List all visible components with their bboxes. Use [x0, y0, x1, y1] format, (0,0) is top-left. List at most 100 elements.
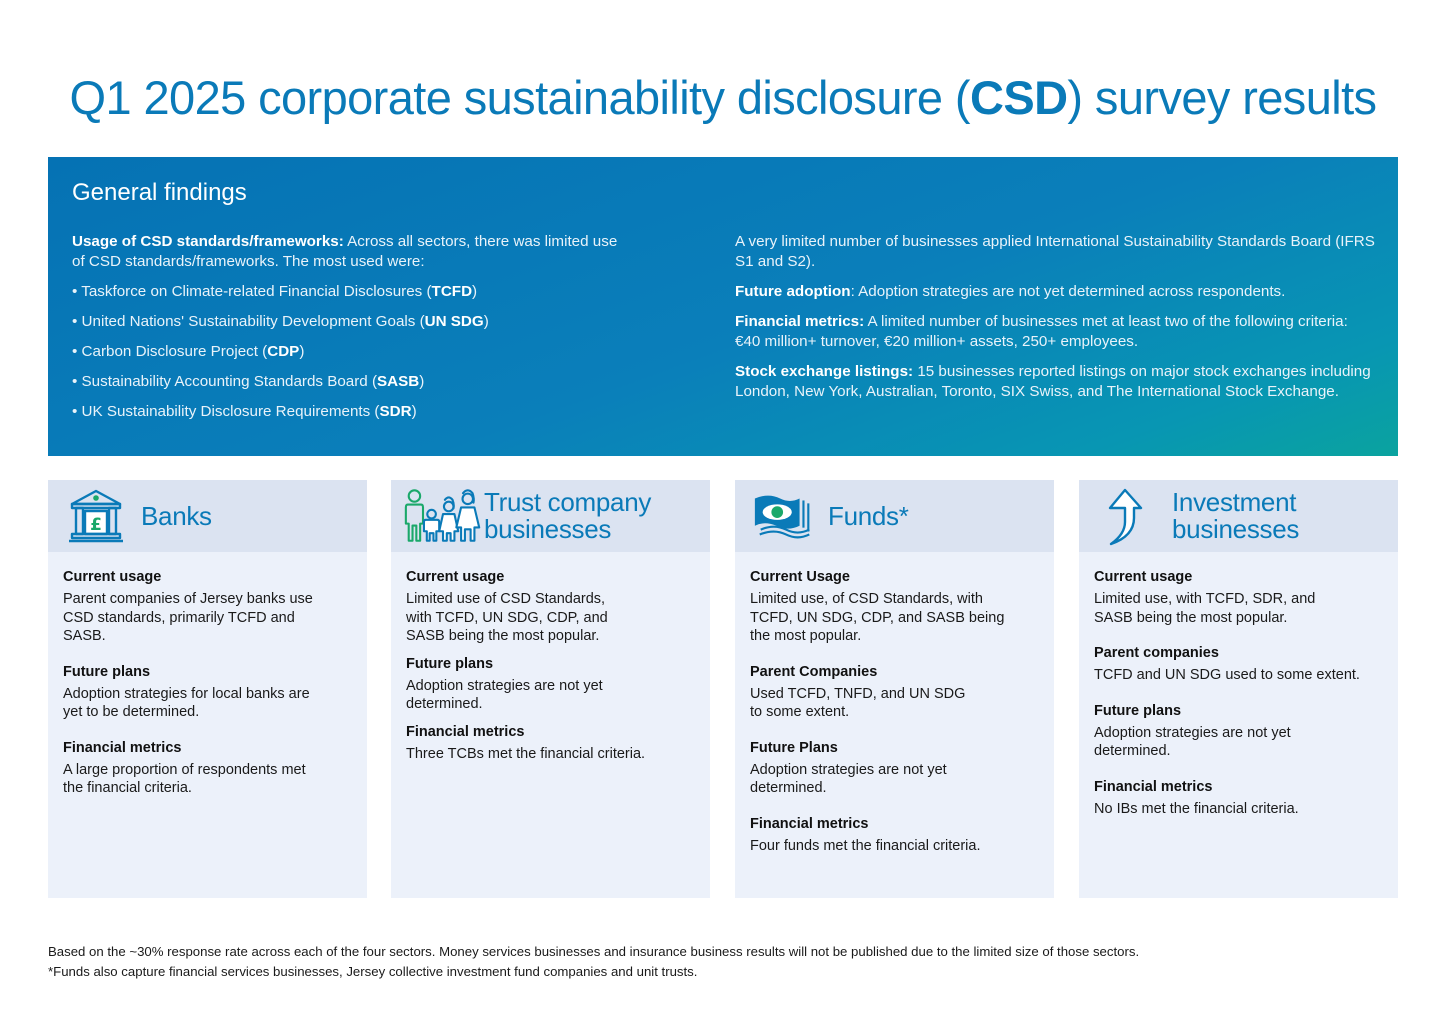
section-text: Limited use, of CSD Standards, with TCFD… — [750, 591, 1005, 644]
card-section: Financial metrics No IBs met the financia… — [1094, 779, 1384, 819]
framework-abbr: UN SDG — [424, 313, 484, 330]
section-heading: Current Usage — [750, 569, 850, 585]
card-investment-businesses: Investment businesses Current usage Limit… — [1079, 480, 1398, 898]
card-section: Future plans Adoption strategies for loca… — [63, 664, 353, 722]
ifrs-paragraph: A very limited number of businesses appl… — [735, 233, 1375, 270]
usage-text: Across all sectors, there was limited us… — [72, 233, 618, 270]
general-findings-right-column: A very limited number of businesses appl… — [735, 232, 1375, 412]
framework-abbr: CDP — [267, 343, 300, 360]
banknotes-icon — [754, 495, 810, 539]
section-text: Used TCFD, TNFD, and UN SDG to some exte… — [750, 685, 966, 721]
framework-close: ) — [411, 403, 417, 420]
card-body: Current Usage Limited use, of CSD Standar… — [735, 552, 1054, 855]
title-suffix: ) survey results — [1067, 71, 1377, 124]
card-section: Financial metrics Four funds met the fina… — [750, 816, 1040, 856]
card-section: Current usage Limited use of CSD Standard… — [406, 569, 696, 646]
financial-metrics-text: A limited number of businesses met at le… — [735, 313, 1348, 350]
section-heading: Future plans — [1094, 702, 1182, 719]
framework-close: ) — [419, 373, 425, 390]
section-heading: Parent Companies — [750, 663, 878, 680]
section-text: Limited use, with TCFD, SDR, and SASB be… — [1094, 591, 1316, 626]
card-funds: Funds* Current Usage Limited use, of CSD … — [735, 480, 1054, 898]
card-title: Funds* — [828, 500, 909, 531]
card-section: Future plans Adoption strategies are not … — [1094, 703, 1384, 761]
card-body: Current usage Limited use, with TCFD, SDR… — [1079, 552, 1398, 818]
usage-paragraph: Usage of CSD standards/frameworks: Acros… — [72, 232, 632, 272]
card-section: Parent Companies Used TCFD, TNFD, and UN … — [750, 664, 1040, 722]
framework-item: • Sustainability Accounting Standards Bo… — [72, 372, 632, 392]
framework-name: • United Nations' Sustainability Develop… — [72, 313, 425, 330]
section-text: A large proportion of respondents met th… — [63, 761, 306, 797]
framework-item: • Carbon Disclosure Project (CDP) — [72, 342, 632, 362]
framework-close: ) — [483, 313, 489, 330]
usage-label: Usage of CSD standards/frameworks: — [72, 233, 344, 250]
section-text: Three TCBs met the financial criteria. — [406, 745, 646, 762]
card-section: Current Usage Limited use, of CSD Standar… — [750, 569, 1040, 646]
section-heading: Future plans — [63, 663, 151, 680]
section-text: Adoption strategies are not yet determin… — [1094, 724, 1291, 760]
card-body: Current usage Parent companies of Jersey … — [48, 552, 367, 798]
framework-name: • Taskforce on Climate-related Financial… — [72, 283, 432, 300]
section-heading: Financial metrics — [63, 739, 182, 756]
card-title: Banks — [141, 500, 212, 531]
section-text: Adoption strategies are not yet determin… — [750, 761, 947, 797]
future-adoption-text: : Adoption strategies are not yet determ… — [850, 283, 1286, 300]
section-text: Parent companies of Jersey banks use CSD… — [63, 591, 313, 644]
framework-abbr: TCFD — [431, 283, 473, 300]
future-adoption-label: Future adoption — [735, 283, 851, 300]
framework-name: • UK Sustainability Disclosure Requireme… — [72, 403, 380, 420]
financial-metrics-paragraph: Financial metrics: A limited number of b… — [735, 312, 1375, 352]
section-text: TCFD and UN SDG used to some extent. — [1094, 667, 1360, 683]
section-heading: Parent companies — [1094, 645, 1219, 661]
framework-item: • UK Sustainability Disclosure Requireme… — [72, 402, 632, 422]
footnote-funds: *Funds also capture financial services b… — [48, 964, 698, 979]
bank-icon: £ — [69, 489, 123, 543]
page-title: Q1 2025 corporate sustainability disclos… — [0, 70, 1446, 125]
section-heading: Financial metrics — [1094, 778, 1213, 795]
arrow-up-icon — [1108, 488, 1143, 546]
card-section: Future Plans Adoption strategies are not … — [750, 740, 1040, 798]
card-section: Financial metrics Three TCBs met the fina… — [406, 724, 696, 764]
framework-close: ) — [472, 283, 478, 300]
framework-item: • Taskforce on Climate-related Financial… — [72, 282, 632, 302]
card-section: Parent companies TCFD and UN SDG used to … — [1094, 645, 1384, 685]
card-section: Current usage Parent companies of Jersey … — [63, 569, 353, 646]
card-banks: £ Banks Current usage Parent companies of… — [48, 480, 367, 898]
card-body: Current usage Limited use of CSD Standard… — [391, 552, 710, 763]
footnote-response-rate: Based on the ~30% response rate across e… — [48, 944, 1140, 959]
card-header: £ Banks — [48, 480, 367, 552]
section-text: Limited use of CSD Standards, with TCFD,… — [406, 591, 608, 644]
section-heading: Future Plans — [750, 739, 838, 756]
stock-exchange-paragraph: Stock exchange listings: 15 businesses r… — [735, 362, 1375, 402]
section-text: Adoption strategies for local banks are … — [63, 685, 310, 721]
framework-abbr: SDR — [379, 403, 412, 420]
card-header: Funds* — [735, 480, 1054, 552]
card-header: Investment businesses — [1079, 480, 1398, 552]
section-heading: Current usage — [1094, 569, 1193, 585]
section-heading: Financial metrics — [406, 723, 525, 740]
title-bold-abbr: CSD — [969, 71, 1068, 124]
framework-name: • Sustainability Accounting Standards Bo… — [72, 373, 378, 390]
framework-abbr: SASB — [377, 373, 420, 390]
card-title: Investment businesses — [1172, 487, 1300, 544]
section-text: Adoption strategies are not yet determin… — [406, 677, 603, 713]
stock-exchange-text: 15 businesses reported listings on major… — [735, 363, 1371, 400]
section-heading: Current usage — [63, 569, 162, 585]
framework-item: • United Nations' Sustainability Develop… — [72, 312, 632, 332]
card-trust-company-businesses: Trust company businesses Current usage Li… — [391, 480, 710, 898]
sector-cards: £ Banks Current usage Parent companies of… — [48, 480, 1398, 898]
general-findings-left-column: Usage of CSD standards/frameworks: Acros… — [72, 232, 632, 432]
section-heading: Current usage — [406, 569, 505, 585]
card-title: Trust company businesses — [484, 487, 652, 544]
title-prefix: Q1 2025 corporate sustainability disclos… — [69, 71, 971, 124]
framework-close: ) — [299, 343, 305, 360]
general-findings-heading: General findings — [72, 179, 247, 206]
svg-text:£: £ — [90, 515, 102, 535]
general-findings-panel: General findings Usage of CSD standards/… — [48, 157, 1398, 456]
future-adoption-paragraph: Future adoption: Adoption strategies are… — [735, 282, 1375, 302]
footnotes: Based on the ~30% response rate across e… — [48, 942, 1408, 982]
section-heading: Financial metrics — [750, 815, 869, 832]
card-header: Trust company businesses — [391, 480, 710, 552]
section-heading: Future plans — [406, 655, 494, 672]
section-text: No IBs met the financial criteria. — [1094, 800, 1299, 817]
